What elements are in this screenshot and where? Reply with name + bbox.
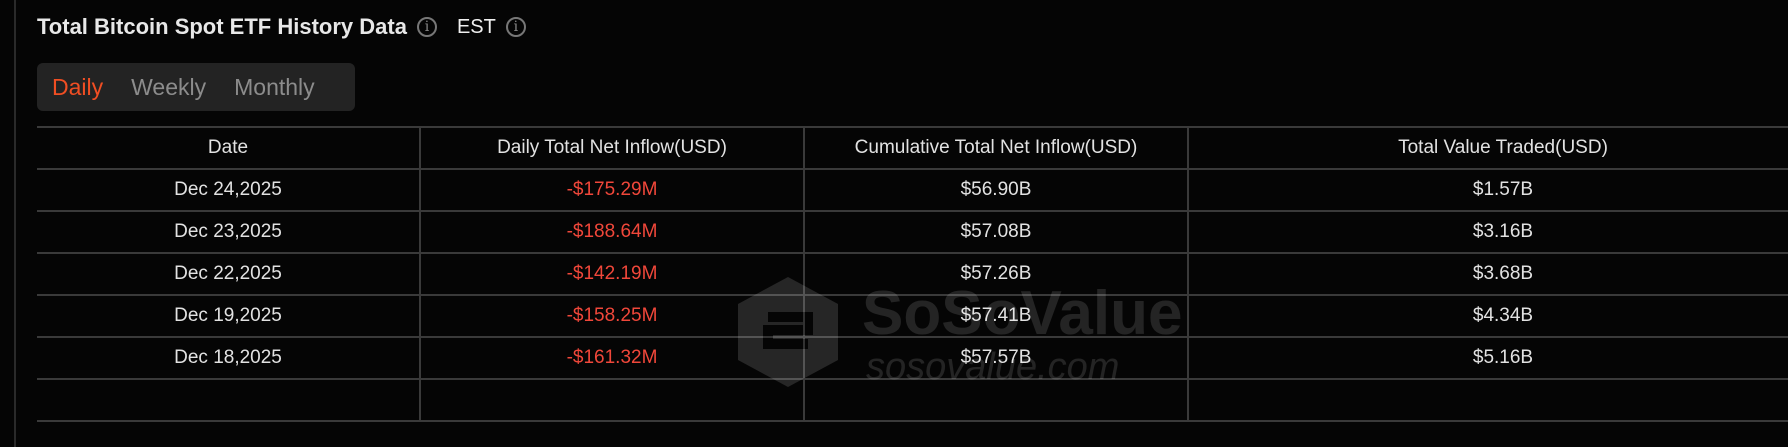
- daily-inflow-cell: -$158.25M: [419, 294, 804, 338]
- column-header-daily-inflow[interactable]: Daily Total Net Inflow(USD): [419, 126, 804, 170]
- value-traded-cell: $5.16B: [1187, 336, 1788, 380]
- cumulative-inflow-cell: $57.41B: [803, 294, 1188, 338]
- table-row[interactable]: Dec 24,2025 -$175.29M $56.90B $1.57B: [37, 168, 1788, 212]
- watermark-url: sosovalue.com: [866, 346, 1120, 388]
- date-cell: Dec 19,2025: [37, 294, 420, 338]
- date-cell: Dec 22,2025: [37, 252, 420, 296]
- table-header-row: Date Daily Total Net Inflow(USD) Cumulat…: [37, 126, 1788, 170]
- cumulative-inflow-cell: $57.57B: [803, 336, 1188, 380]
- column-header-cumulative-inflow[interactable]: Cumulative Total Net Inflow(USD): [803, 126, 1188, 170]
- tab-monthly[interactable]: Monthly: [234, 73, 315, 100]
- timezone-label: EST: [456, 15, 496, 38]
- page-title: Total Bitcoin Spot ETF History Data: [37, 14, 407, 39]
- value-traded-cell: $3.16B: [1187, 210, 1788, 254]
- left-divider: [14, 0, 16, 447]
- value-traded-cell: $3.68B: [1187, 252, 1788, 296]
- header: Total Bitcoin Spot ETF History Data i ES…: [37, 12, 526, 42]
- daily-inflow-cell: -$142.19M: [419, 252, 804, 296]
- column-header-date[interactable]: Date: [37, 126, 420, 170]
- value-traded-cell: [1187, 378, 1788, 422]
- cumulative-inflow-cell: $56.90B: [803, 168, 1188, 212]
- info-icon[interactable]: i: [505, 17, 526, 37]
- daily-inflow-cell: -$175.29M: [419, 168, 804, 212]
- watermark-name: SoSoValue: [862, 279, 1183, 348]
- value-traded-cell: $4.34B: [1187, 294, 1788, 338]
- cumulative-inflow-cell: [803, 378, 1188, 422]
- column-header-value-traded[interactable]: Total Value Traded(USD): [1187, 126, 1788, 170]
- daily-inflow-cell: [419, 378, 804, 422]
- cumulative-inflow-cell: $57.08B: [803, 210, 1188, 254]
- table-row[interactable]: Dec 19,2025 -$158.25M $57.41B $4.34B: [37, 294, 1788, 338]
- tab-daily[interactable]: Daily: [52, 73, 104, 100]
- table-row[interactable]: Dec 23,2025 -$188.64M $57.08B $3.16B: [37, 210, 1788, 254]
- info-icon[interactable]: i: [416, 17, 437, 37]
- date-cell: Dec 24,2025: [37, 168, 420, 212]
- value-traded-cell: $1.57B: [1187, 168, 1788, 212]
- tab-weekly[interactable]: Weekly: [131, 73, 207, 100]
- table-row[interactable]: Dec 18,2025 -$161.32M $57.57B $5.16B: [37, 336, 1788, 380]
- date-cell: Dec 23,2025: [37, 210, 420, 254]
- period-tabs: Daily Weekly Monthly: [37, 63, 355, 111]
- date-cell: [37, 378, 420, 422]
- cumulative-inflow-cell: $57.26B: [803, 252, 1188, 296]
- daily-inflow-cell: -$161.32M: [419, 336, 804, 380]
- history-table: Date Daily Total Net Inflow(USD) Cumulat…: [37, 126, 1788, 422]
- table-row[interactable]: [37, 378, 1788, 422]
- daily-inflow-cell: -$188.64M: [419, 210, 804, 254]
- date-cell: Dec 18,2025: [37, 336, 420, 380]
- table-row[interactable]: Dec 22,2025 -$142.19M $57.26B $3.68B: [37, 252, 1788, 296]
